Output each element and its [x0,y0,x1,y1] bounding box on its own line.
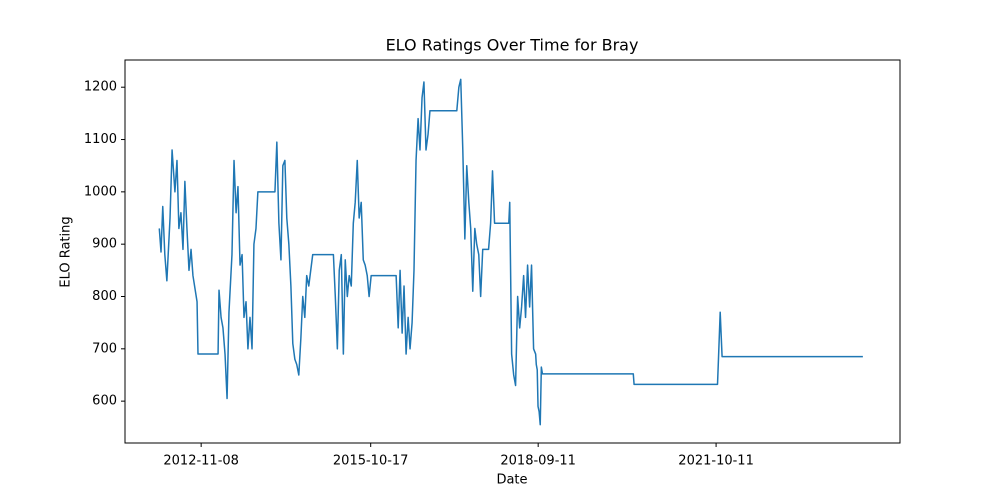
y-axis-label: ELO Rating [59,216,74,287]
x-tick-label: 2015-10-17 [333,454,409,469]
y-tick-label: 900 [92,237,117,252]
y-tick-label: 600 [92,394,117,409]
y-tick-label: 1200 [84,80,117,95]
y-tick-label: 1100 [84,132,117,147]
data-line [158,78,863,426]
y-tick-label: 700 [92,341,117,356]
x-axis-label: Date [496,473,527,488]
x-tick-label: 2018-09-11 [500,454,576,469]
plot-frame [124,59,901,444]
y-tick-label: 800 [92,289,117,304]
x-tick-label: 2021-10-11 [678,454,754,469]
x-tick-label: 2012-11-08 [163,454,239,469]
chart-title: ELO Ratings Over Time for Bray [386,36,639,55]
y-tick-label: 1000 [84,184,117,199]
